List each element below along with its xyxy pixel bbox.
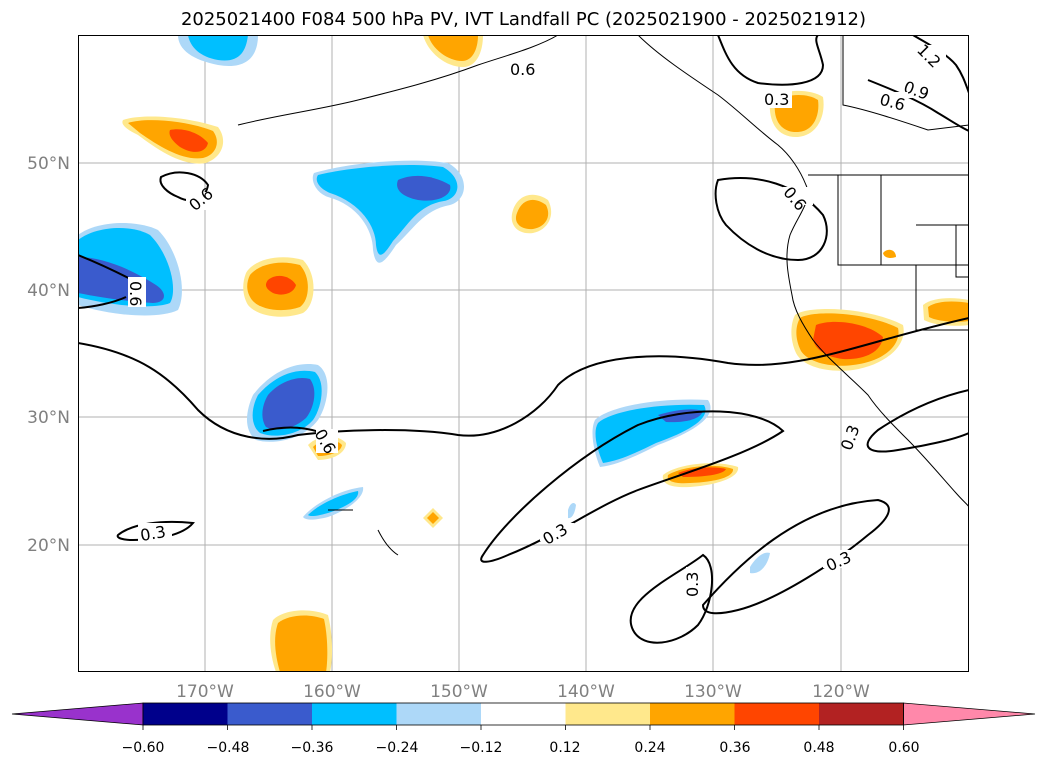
chart-title: 2025021400 F084 500 hPa PV, IVT Landfall… bbox=[180, 9, 867, 30]
coastlines bbox=[237, 35, 969, 556]
colorbar-tick: −0.12 bbox=[460, 740, 503, 756]
colorbar-tick: 0.24 bbox=[634, 740, 665, 756]
colorbar-extend-low bbox=[11, 702, 144, 726]
contour-labels: 0.6 1.2 0.9 0.6 0.3 0.6 0.6 0.6 0.6 0.3 … bbox=[126, 40, 946, 601]
colorbar-tick: −0.36 bbox=[291, 740, 334, 756]
colorbar: −0.60 −0.48 −0.36 −0.24 −0.12 0.12 0.24 … bbox=[11, 702, 1036, 756]
colorbar-segment bbox=[481, 703, 566, 725]
lon-label-120w: 120°W bbox=[812, 682, 870, 702]
colorbar-segment bbox=[396, 703, 482, 725]
colorbar-segment bbox=[143, 703, 228, 725]
colorbar-tick: 0.12 bbox=[549, 740, 580, 756]
lat-label-50n: 50°N bbox=[27, 154, 70, 174]
lat-label-20n: 20°N bbox=[27, 536, 70, 556]
colorbar-tick: −0.60 bbox=[122, 740, 165, 756]
lon-label-170w: 170°W bbox=[176, 682, 234, 702]
contour-label-l: 0.3 bbox=[683, 572, 702, 597]
axis-labels: 170°W 160°W 150°W 140°W 130°W 120°W 50°N… bbox=[27, 154, 870, 702]
colorbar-segment bbox=[650, 703, 735, 725]
colorbar-segment bbox=[565, 703, 651, 725]
colorbar-segment bbox=[734, 703, 820, 725]
map-panel: 0.6 1.2 0.9 0.6 0.3 0.6 0.6 0.6 0.6 0.3 … bbox=[78, 35, 969, 672]
colorbar-tick: −0.24 bbox=[376, 740, 419, 756]
colorbar-segment bbox=[227, 703, 313, 725]
pv-negative-shading bbox=[78, 35, 770, 574]
lon-label-160w: 160°W bbox=[303, 682, 361, 702]
colorbar-tick: −0.48 bbox=[207, 740, 250, 756]
colorbar-tick-labels: −0.60 −0.48 −0.36 −0.24 −0.12 0.12 0.24 … bbox=[122, 740, 920, 756]
colorbar-extend-high bbox=[903, 702, 1036, 726]
colorbar-tick: 0.36 bbox=[719, 740, 750, 756]
lat-label-30n: 30°N bbox=[27, 408, 70, 428]
lon-label-130w: 130°W bbox=[684, 682, 742, 702]
contour-label-j: 0.3 bbox=[139, 522, 167, 545]
lat-label-40n: 40°N bbox=[27, 281, 70, 301]
pv-positive-shading bbox=[122, 35, 969, 672]
lon-label-150w: 150°W bbox=[430, 682, 488, 702]
contour-label-h: 0.6 bbox=[126, 281, 145, 306]
colorbar-tick: 0.60 bbox=[888, 740, 919, 756]
map-frame bbox=[78, 35, 969, 672]
colorbar-segment bbox=[312, 703, 397, 725]
gridlines bbox=[78, 35, 969, 672]
colorbar-outline bbox=[142, 702, 904, 726]
colorbar-tick: 0.48 bbox=[803, 740, 834, 756]
colorbar-segments bbox=[11, 702, 1036, 730]
lon-label-140w: 140°W bbox=[557, 682, 615, 702]
contour-label-e: 0.3 bbox=[764, 90, 789, 109]
colorbar-segment bbox=[819, 703, 904, 725]
pv-contours bbox=[78, 35, 969, 644]
contour-label-a: 0.6 bbox=[510, 60, 535, 79]
